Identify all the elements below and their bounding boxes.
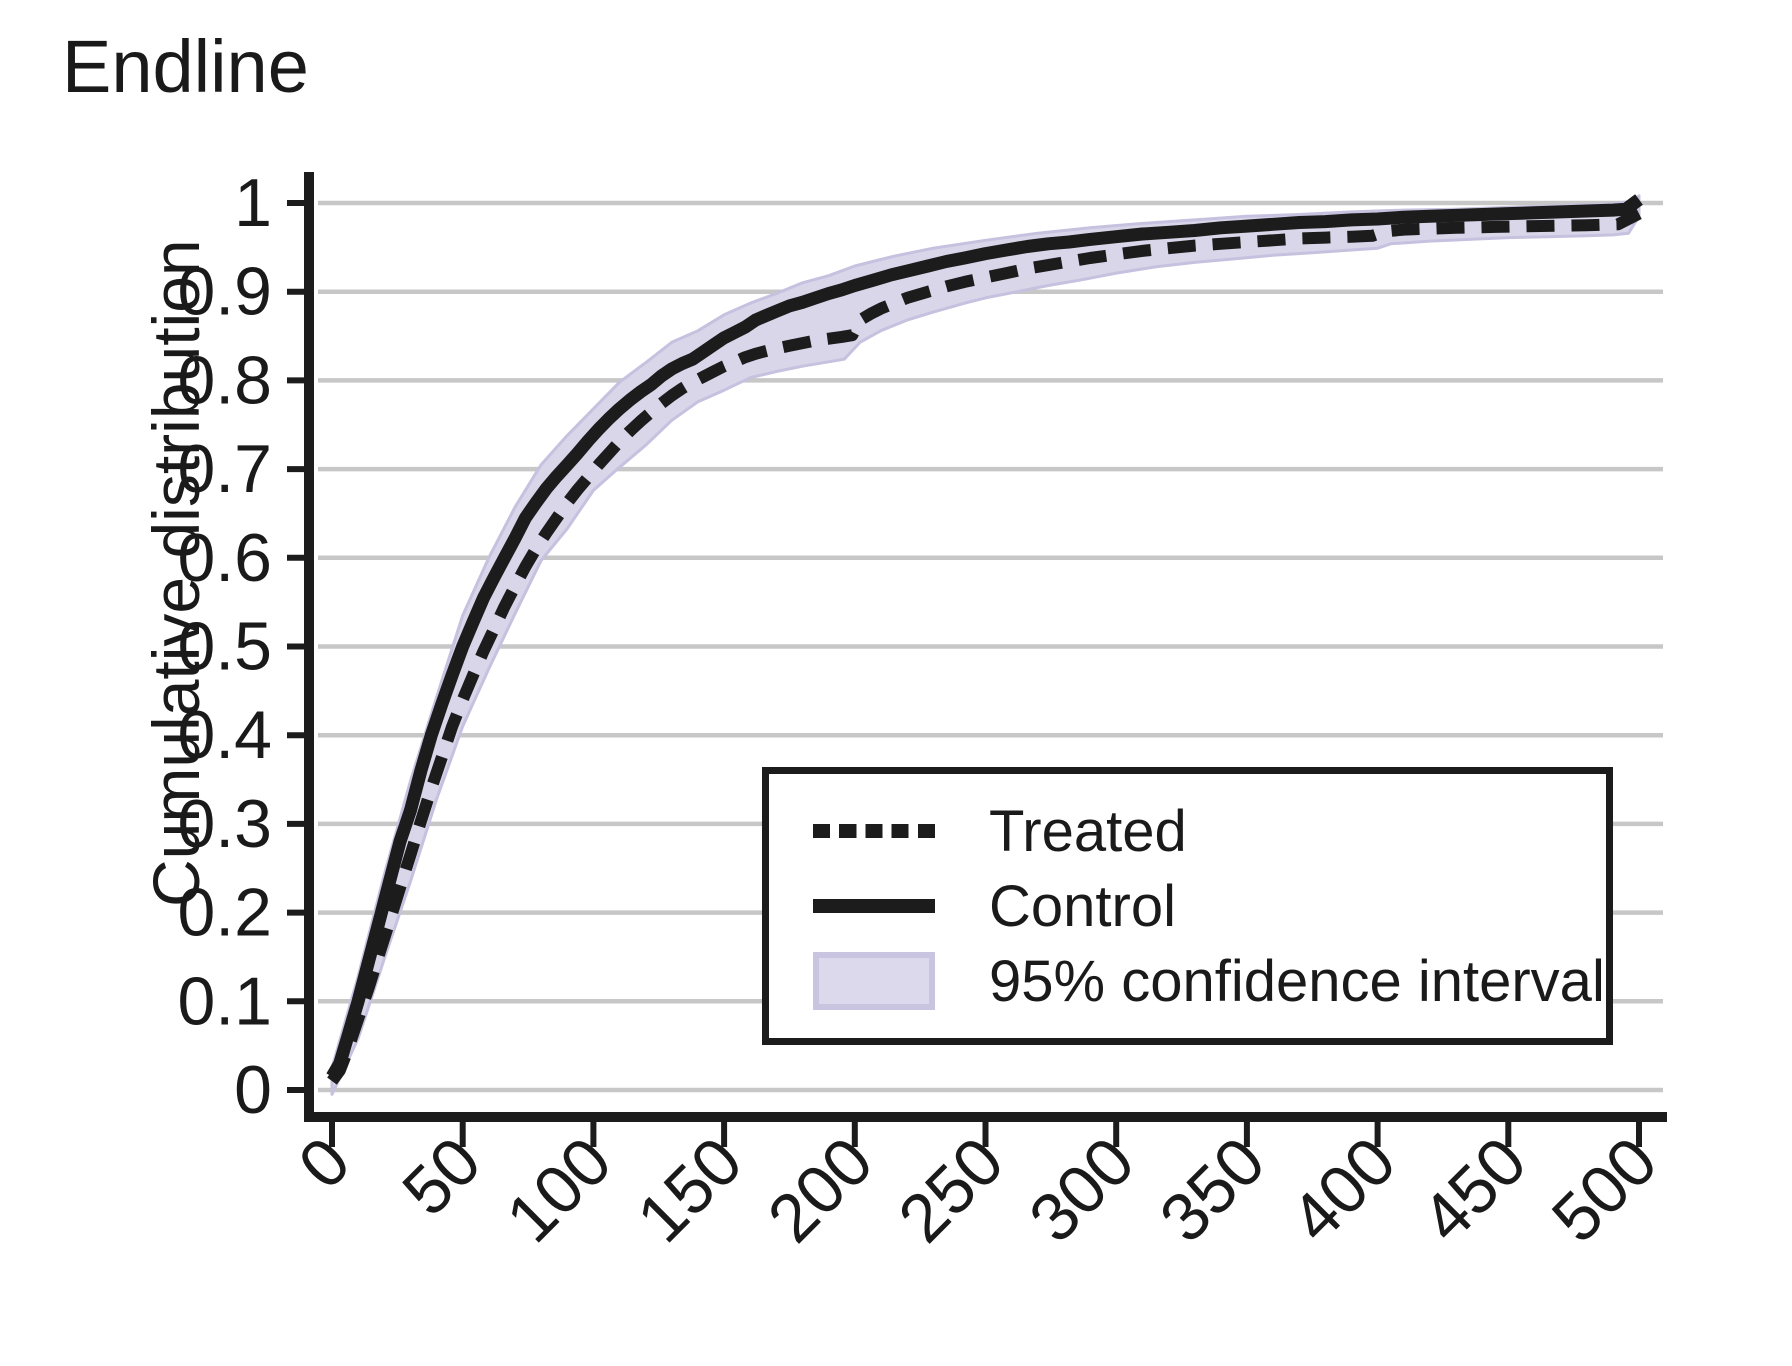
y-tick-label: 0.9	[177, 254, 272, 330]
legend-label-confidence-interval: 95% confidence interval	[989, 948, 1605, 1014]
y-tick-label: 0.8	[177, 342, 272, 418]
treated-dashed-line-swatch	[813, 824, 935, 838]
y-tick-label: 1	[234, 165, 272, 241]
y-tick-label: 0.1	[177, 963, 272, 1039]
control-solid-line-swatch	[813, 899, 935, 913]
legend-item-control: Control	[813, 874, 1606, 939]
y-tick-label: 0.4	[177, 697, 272, 773]
y-tick-label: 0.2	[177, 875, 272, 951]
y-tick-label: 0.5	[177, 609, 272, 685]
x-tick-label: 300	[1015, 1123, 1149, 1257]
treated-line	[327, 208, 1642, 1085]
confidence-band-swatch	[813, 952, 935, 1010]
x-tick-label: 100	[492, 1123, 626, 1257]
x-tick-label: 50	[388, 1123, 495, 1230]
control-line	[326, 194, 1643, 1080]
legend-item-treated: Treated	[813, 799, 1606, 864]
legend-label-control: Control	[989, 873, 1176, 939]
legend-label-treated: Treated	[989, 798, 1187, 864]
x-tick-label: 400	[1276, 1123, 1410, 1257]
legend-box: Treated Control 95% confidence interval	[762, 767, 1613, 1045]
x-tick-label: 350	[1146, 1123, 1280, 1257]
x-tick-label: 500	[1538, 1123, 1672, 1257]
y-tick-label: 0.7	[177, 431, 272, 507]
x-tick-label: 250	[884, 1123, 1018, 1257]
legend-item-confidence-interval: 95% confidence interval	[813, 949, 1606, 1014]
y-tick-label: 0.3	[177, 786, 272, 862]
confidence-band	[330, 194, 1641, 1096]
y-tick-label: 0	[234, 1052, 272, 1128]
chart-title: Endline	[62, 25, 309, 108]
x-tick-label: 200	[753, 1123, 887, 1257]
x-tick-label: 450	[1407, 1123, 1541, 1257]
x-tick-label: 0	[284, 1123, 364, 1203]
y-tick-label: 0.6	[177, 520, 272, 596]
x-tick-label: 150	[623, 1123, 757, 1257]
